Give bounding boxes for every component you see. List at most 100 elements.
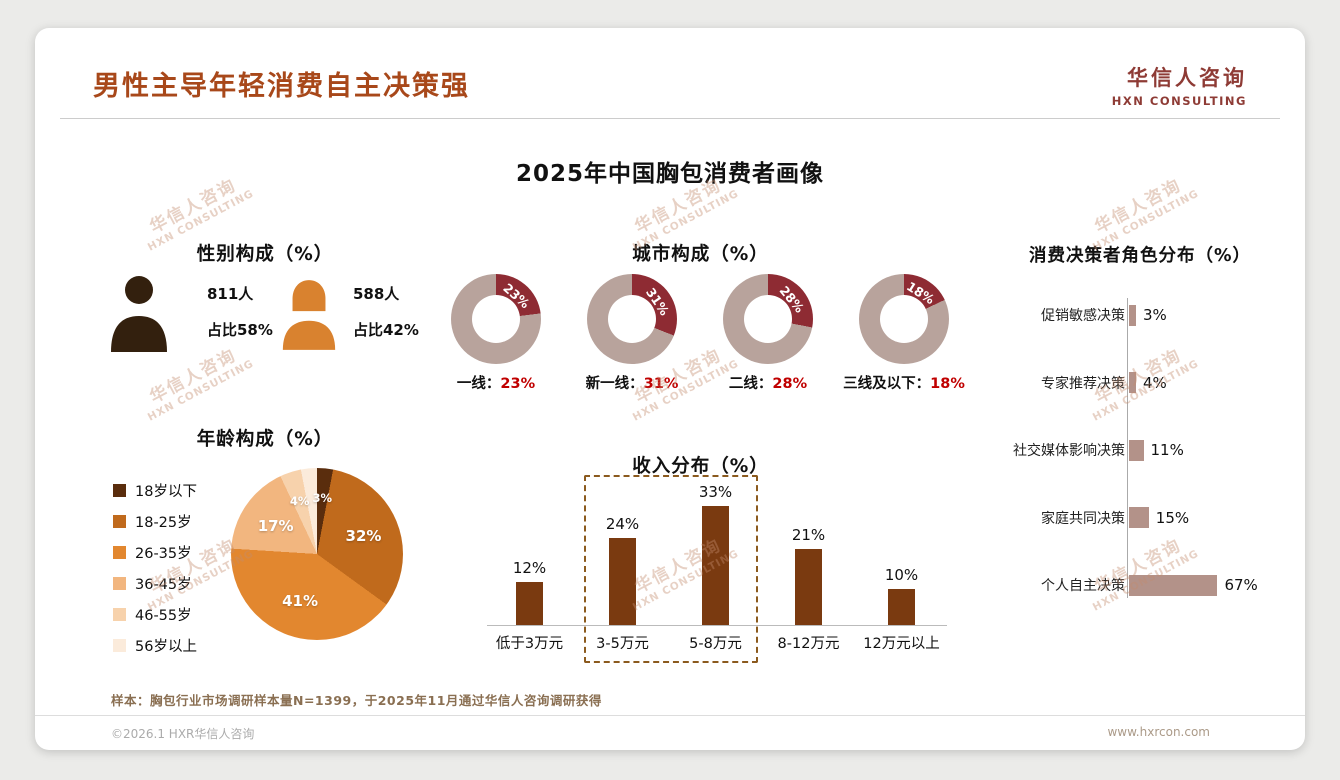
donut-caption-name: 三线及以下： [843,376,931,392]
bar-value-label: 12% [512,558,547,577]
bar [516,581,543,625]
bar [1129,372,1136,393]
decision-row: 家庭共同决策 15% [955,507,1300,529]
pie-slice-label: 4% [289,493,310,508]
female-count: 588人 [353,285,400,303]
donut-percent-label: 18% [903,278,938,308]
pie-slice-label: 32% [345,526,382,545]
decision-category-label: 促销敏感决策 [1041,308,1125,324]
city-donut: 18% 三线及以下：18% [843,274,965,393]
legend-swatch [113,484,126,497]
income-bar-group: 24% [576,515,669,625]
bar-value-label: 21% [791,525,826,544]
brand-logo-en: HXN CONSULTING [1111,94,1247,108]
female-share: 占比42% [353,321,419,339]
legend-label: 18岁以下 [135,484,197,500]
donut-caption-value: 23% [500,376,536,392]
legend-swatch [113,546,126,559]
bar-value-label: 15% [1155,508,1190,527]
brand-logo: 华信人咨询 HXN CONSULTING [1112,62,1247,108]
footer-copyright: ©2026.1 HXR华信人咨询 [111,727,255,741]
gender-heading: 性别构成（%） [196,244,334,265]
decision-category-label: 社交媒体影响决策 [1013,443,1125,459]
income-heading: 收入分布（%） [632,456,769,477]
footer-divider [35,715,1305,716]
legend-swatch [113,639,126,652]
decision-row: 社交媒体影响决策 11% [955,439,1300,461]
donut-percent-label: 28% [776,282,808,316]
legend-label: 18-25岁 [135,515,192,531]
bar-value-label: 33% [698,482,733,501]
legend-swatch [113,515,126,528]
decision-category-label: 个人自主决策 [1041,578,1125,594]
bar-value-label: 24% [605,515,640,534]
donut-caption: 新一线：31% [586,372,679,393]
bar-value-label: 67% [1224,576,1258,594]
income-bar-group: 21% [762,526,855,625]
legend-item: 26-35岁 [113,537,197,568]
bar [1129,304,1136,326]
bar [888,588,915,625]
slide-card: 男性主导年轻消费自主决策强 华信人咨询 HXN CONSULTING 2025年… [35,28,1305,750]
bar [795,548,822,625]
legend-item: 18岁以下 [113,475,197,506]
donut-caption-name: 一线： [456,376,501,392]
bar-value-label: 3% [1143,306,1167,324]
legend-item: 56岁以上 [113,630,197,661]
age-heading: 年龄构成（%） [196,429,334,450]
bar [1129,507,1149,528]
income-bar-group: 33% [669,483,762,625]
age-legend: 18岁以下 18-25岁 26-35岁 36-45岁 46-55岁 56岁以上 [113,475,197,661]
legend-item: 46-55岁 [113,599,197,630]
donut-caption-name: 新一线： [585,376,644,392]
city-donut: 28% 二线：28% [712,274,824,393]
city-heading: 城市构成（%） [632,244,769,265]
decision-row: 促销敏感决策 3% [955,304,1300,326]
legend-item: 18-25岁 [113,506,197,537]
income-categories: 低于3万元 3-5万元 5-8万元 8-12万元 12万元以上 [483,632,948,653]
decision-heading: 消费决策者角色分布（%） [1028,246,1252,266]
donut-caption-value: 18% [930,376,965,392]
donut-ring: 28% [723,274,813,364]
bar-value-label: 10% [884,565,919,584]
decision-row: 专家推荐决策 4% [955,372,1300,394]
decision-axis-line [1127,298,1128,598]
brand-logo-cn: 华信人咨询 [1127,66,1247,90]
male-count: 811人 [207,285,254,303]
income-bars: 12% 24% 33% 21% 10% [483,470,948,625]
female-icon [282,280,336,350]
legend-label: 36-45岁 [135,577,192,593]
donut-ring: 18% [859,274,949,364]
axis-category-label: 12万元以上 [863,636,940,652]
axis-category-label: 8-12万元 [777,636,840,652]
income-bar-group: 12% [483,559,576,625]
legend-swatch [113,608,126,621]
legend-label: 56岁以上 [135,639,197,655]
axis-category-label: 低于3万元 [495,636,564,652]
male-icon [111,276,167,352]
donut-caption: 三线及以下：18% [843,372,965,393]
income-bar-group: 10% [855,566,948,625]
bar [609,538,636,625]
axis-category-label: 3-5万元 [596,636,649,652]
donut-caption-name: 二线： [728,376,773,392]
pie-slice-label: 3% [312,491,333,506]
donut-caption-value: 31% [643,376,679,392]
decision-category-label: 家庭共同决策 [1041,510,1125,527]
pie-slice-label: 17% [257,516,294,535]
bar [702,505,729,625]
legend-swatch [113,577,126,590]
donut-caption-value: 28% [772,376,808,392]
footer-website: www.hxrcon.com [1107,725,1210,739]
bar-value-label: 4% [1143,373,1167,392]
city-donut: 23% 一线：23% [440,274,552,393]
city-donut: 31% 新一线：31% [576,274,688,393]
decision-rows: 促销敏感决策 3% 专家推荐决策 4% 社交媒体影响决策 11% 家庭共同决策 15% 个人自主… [955,304,1300,596]
decision-category-label: 专家推荐决策 [1041,375,1125,392]
main-chart-title: 2025年中国胸包消费者画像 [515,161,824,187]
legend-label: 46-55岁 [135,608,192,624]
donut-ring: 23% [451,274,541,364]
sample-note: 样本：胸包行业市场调研样本量N=1399，于2025年11月通过华信人咨询调研获… [111,693,602,708]
donut-percent-label: 31% [643,284,673,319]
male-share: 占比58% [207,321,273,339]
